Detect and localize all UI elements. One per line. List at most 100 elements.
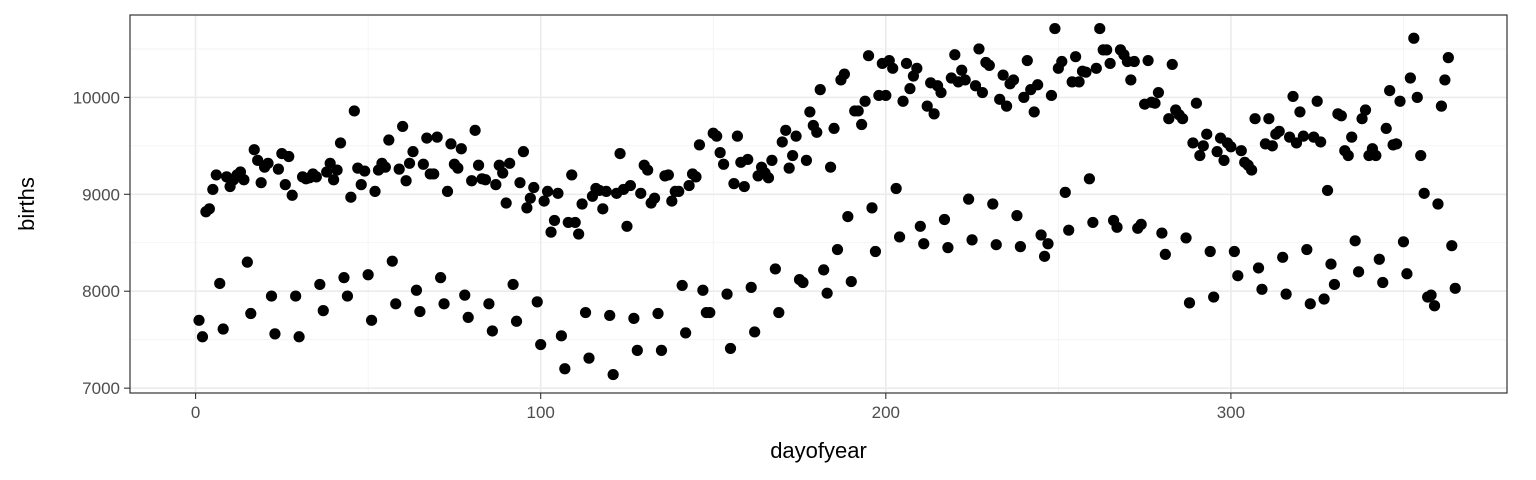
data-point: [680, 327, 692, 339]
data-point: [269, 328, 281, 340]
data-point: [1325, 258, 1337, 270]
data-point: [521, 202, 533, 214]
data-point: [749, 326, 761, 338]
data-point: [383, 134, 395, 146]
data-point: [831, 243, 844, 256]
data-point: [597, 203, 609, 215]
data-point: [486, 325, 498, 337]
data-point: [914, 220, 926, 232]
data-point: [1359, 104, 1372, 116]
data-point: [1304, 298, 1316, 310]
y-axis-title: births: [14, 177, 39, 231]
data-point: [272, 163, 284, 175]
data-point: [1035, 229, 1047, 241]
data-point: [776, 136, 788, 148]
data-point: [207, 183, 219, 196]
data-point: [459, 289, 471, 301]
data-point: [293, 331, 305, 343]
data-point: [500, 197, 512, 209]
data-point: [621, 220, 633, 232]
data-point: [400, 175, 412, 187]
data-point: [490, 179, 502, 191]
data-point: [1315, 136, 1327, 148]
data-point: [790, 130, 802, 142]
data-point: [1297, 130, 1309, 142]
data-point: [1021, 54, 1033, 67]
data-point: [894, 231, 906, 243]
data-point: [483, 298, 495, 310]
data-point: [1432, 198, 1444, 210]
data-point: [983, 59, 995, 71]
data-point: [780, 124, 792, 136]
data-point: [1180, 232, 1192, 244]
data-point: [862, 50, 875, 62]
data-point: [255, 177, 267, 189]
data-point: [652, 307, 664, 320]
data-point: [1428, 300, 1441, 312]
data-point: [966, 234, 978, 246]
data-point: [507, 278, 519, 291]
data-point: [314, 278, 326, 291]
data-point: [631, 344, 643, 356]
data-point: [1028, 106, 1040, 118]
data-point: [469, 124, 481, 136]
data-point: [579, 306, 592, 319]
x-tick-label: 300: [1217, 403, 1245, 422]
data-point: [1235, 145, 1247, 157]
data-point: [1249, 113, 1261, 125]
data-point: [918, 238, 930, 250]
data-point: [497, 167, 509, 179]
data-point: [338, 272, 350, 284]
data-point: [1152, 86, 1165, 99]
data-point: [245, 307, 257, 320]
data-point: [683, 179, 695, 192]
data-point: [1190, 97, 1202, 109]
data-point: [393, 163, 405, 175]
data-point: [548, 214, 561, 227]
data-point: [956, 64, 968, 76]
data-point: [524, 192, 536, 204]
data-point: [900, 57, 913, 70]
data-point: [345, 191, 357, 203]
data-point: [1135, 218, 1147, 230]
data-point: [949, 49, 961, 61]
data-point: [1256, 283, 1268, 295]
data-point: [317, 305, 329, 317]
data-point: [928, 108, 940, 120]
data-point: [1346, 131, 1358, 143]
data-point: [1111, 221, 1123, 233]
data-point: [1045, 89, 1058, 102]
x-tick-label: 200: [872, 403, 900, 422]
data-point: [1038, 250, 1051, 262]
data-point: [514, 177, 526, 189]
data-point: [1204, 245, 1216, 258]
data-point: [1370, 149, 1382, 162]
data-point: [445, 138, 457, 150]
data-point: [555, 330, 567, 342]
data-point: [545, 226, 557, 238]
data-point: [728, 178, 740, 190]
data-point: [528, 181, 540, 194]
data-point: [1083, 173, 1096, 185]
data-point: [1377, 276, 1389, 289]
data-point: [1449, 282, 1461, 294]
data-point: [252, 154, 264, 166]
data-point: [887, 62, 899, 74]
data-point: [1342, 149, 1354, 162]
data-point: [1197, 140, 1209, 152]
data-point: [1090, 62, 1102, 74]
x-axis-title: dayofyear: [770, 438, 867, 463]
data-point: [1228, 245, 1240, 258]
data-point: [441, 185, 454, 197]
data-point: [248, 144, 260, 156]
data-point: [359, 165, 371, 177]
data-point: [821, 287, 833, 299]
data-point: [328, 174, 340, 186]
data-point: [1353, 266, 1365, 278]
data-point: [407, 146, 419, 158]
axis-ticks: [124, 96, 1232, 399]
data-point: [531, 296, 543, 308]
data-point: [717, 158, 730, 170]
data-point: [1280, 288, 1292, 300]
y-tick-label: 7000: [82, 379, 120, 398]
